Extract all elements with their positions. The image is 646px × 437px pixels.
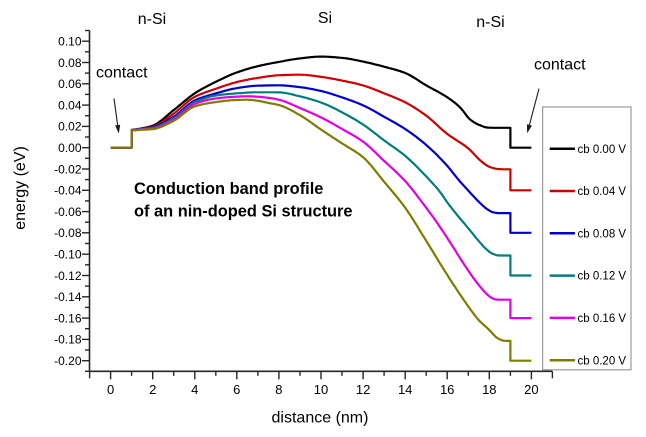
svg-text:0.08: 0.08 xyxy=(58,56,82,70)
svg-text:14: 14 xyxy=(398,382,412,397)
svg-text:-0.12: -0.12 xyxy=(54,269,82,283)
svg-text:0.02: 0.02 xyxy=(58,120,82,134)
svg-text:-0.14: -0.14 xyxy=(54,290,82,304)
svg-text:4: 4 xyxy=(191,382,198,397)
svg-text:cb 0.00 V: cb 0.00 V xyxy=(578,144,627,156)
svg-text:6: 6 xyxy=(233,382,240,397)
svg-text:10: 10 xyxy=(314,382,328,397)
svg-text:-0.04: -0.04 xyxy=(54,184,82,198)
svg-text:0.00: 0.00 xyxy=(58,141,82,155)
svg-text:of an nin-doped Si structure: of an nin-doped Si structure xyxy=(134,203,353,221)
svg-text:-0.10: -0.10 xyxy=(54,247,82,261)
svg-text:n-Si: n-Si xyxy=(138,11,166,28)
svg-text:0.06: 0.06 xyxy=(58,77,82,91)
svg-text:18: 18 xyxy=(482,382,496,397)
svg-text:12: 12 xyxy=(356,382,370,397)
svg-text:-0.02: -0.02 xyxy=(54,162,82,176)
svg-text:distance (nm): distance (nm) xyxy=(272,410,369,427)
svg-text:20: 20 xyxy=(524,382,538,397)
svg-text:cb 0.04 V: cb 0.04 V xyxy=(578,186,627,198)
svg-text:Si: Si xyxy=(318,10,332,27)
svg-text:-0.20: -0.20 xyxy=(54,354,82,368)
svg-text:0.04: 0.04 xyxy=(58,98,82,112)
svg-text:cb 0.20 V: cb 0.20 V xyxy=(578,355,627,367)
svg-text:contact: contact xyxy=(96,65,148,82)
svg-text:8: 8 xyxy=(275,382,282,397)
svg-text:-0.16: -0.16 xyxy=(54,311,82,325)
svg-text:0: 0 xyxy=(107,382,114,397)
svg-text:cb 0.12 V: cb 0.12 V xyxy=(578,271,627,283)
svg-text:2: 2 xyxy=(149,382,156,397)
svg-text:cb 0.16 V: cb 0.16 V xyxy=(578,313,627,325)
svg-text:Conduction band profile: Conduction band profile xyxy=(134,180,323,198)
svg-text:-0.08: -0.08 xyxy=(54,226,82,240)
svg-text:energy (eV): energy (eV) xyxy=(12,146,29,230)
svg-text:-0.06: -0.06 xyxy=(54,205,82,219)
svg-text:16: 16 xyxy=(440,382,454,397)
svg-text:-0.18: -0.18 xyxy=(54,333,82,347)
svg-text:0.10: 0.10 xyxy=(58,35,82,49)
svg-text:contact: contact xyxy=(534,57,586,74)
svg-text:n-Si: n-Si xyxy=(476,14,504,31)
svg-text:cb 0.08 V: cb 0.08 V xyxy=(578,228,627,240)
